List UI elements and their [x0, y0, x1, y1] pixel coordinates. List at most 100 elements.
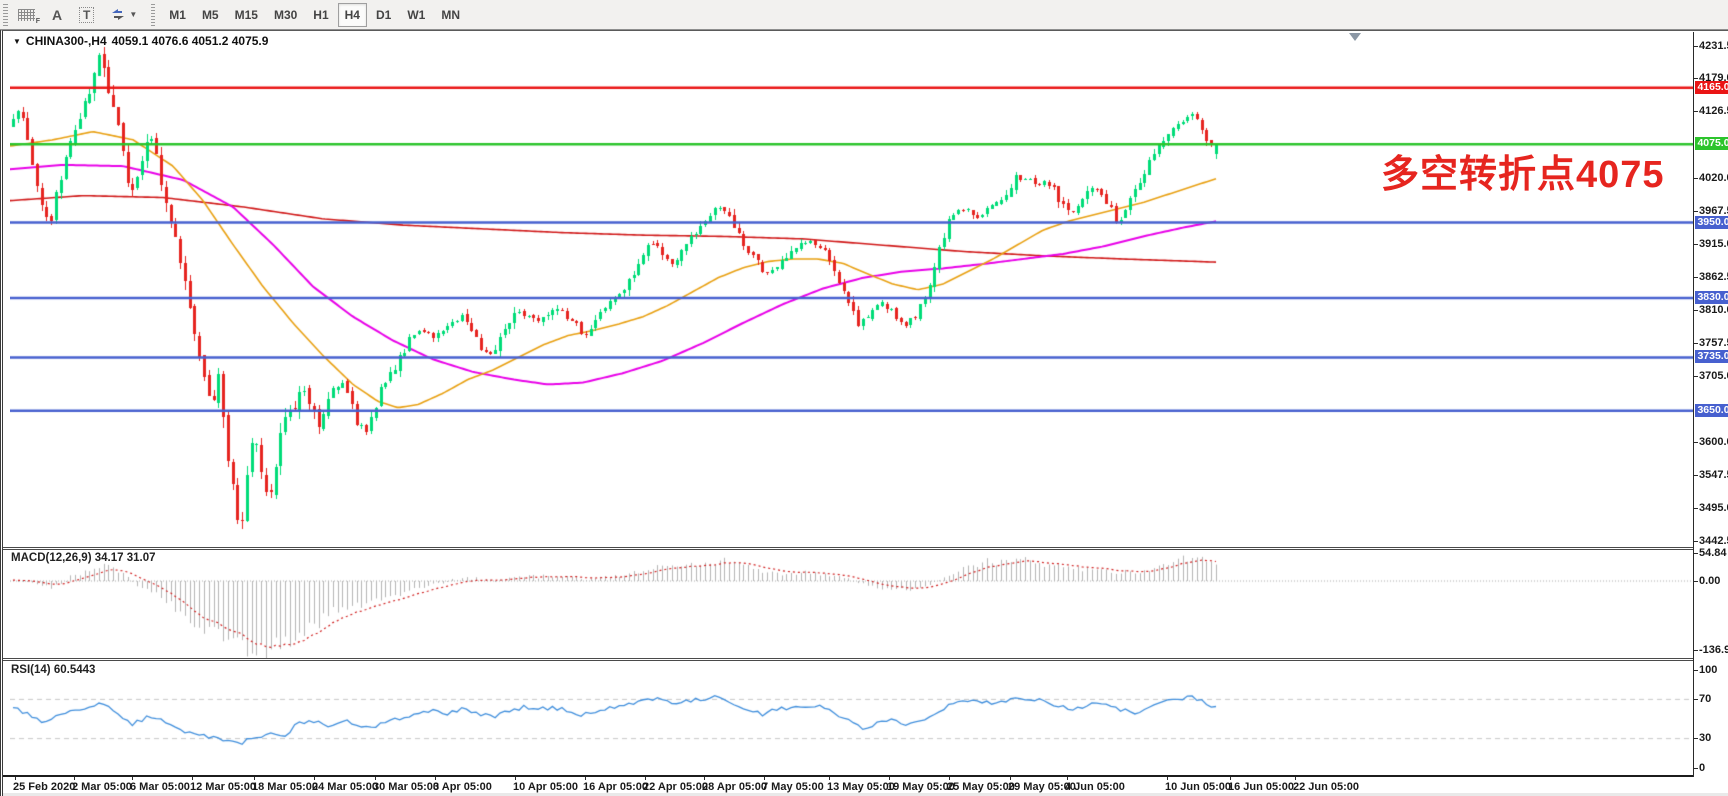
x-tick-label: 4 Jun 05:00 [1065, 781, 1125, 793]
dropdown-caret-icon[interactable]: ▼ [129, 10, 138, 19]
y-tick-label: 3915.0 [1699, 238, 1728, 250]
x-tick-label: 28 Apr 05:00 [702, 781, 768, 793]
x-tick-label: 16 Apr 05:00 [583, 781, 649, 793]
x-tick-label: 7 May 05:00 [762, 781, 824, 793]
rsi-tick-label: 0 [1699, 762, 1706, 774]
y-tick-label: 3757.5 [1699, 337, 1728, 349]
x-tick-label: 24 Mar 05:00 [312, 781, 379, 793]
y-tick-mark [1694, 508, 1698, 509]
y-tick-mark [1694, 343, 1698, 344]
arrange-objects-button[interactable]: ▼ [103, 3, 144, 27]
ohlc-values: 4059.1 4076.6 4051.2 4075.9 [111, 34, 269, 48]
x-tick-mark [645, 777, 646, 780]
y-tick-mark [1694, 475, 1698, 476]
chart-title: ▼ CHINA300-,H4 4059.1 4076.6 4051.2 4075… [13, 34, 268, 48]
x-tick-mark [829, 777, 830, 780]
panel-separator[interactable] [3, 658, 1694, 661]
y-tick-label: 3862.5 [1699, 271, 1728, 283]
x-tick-mark [889, 777, 890, 780]
boxed-t-icon: T [79, 6, 95, 23]
timeframe-button-m1[interactable]: M1 [169, 7, 186, 22]
timeframe-button-h4[interactable]: H4 [337, 2, 367, 27]
x-tick-mark [1010, 777, 1011, 780]
price-line-badge: 3950.0 [1695, 216, 1728, 229]
rsi-tick-mark [1694, 768, 1698, 769]
time-axis[interactable]: 25 Feb 2020 2 Mar 05:00 6 Mar 05:00 12 Mar … [3, 777, 1694, 796]
price-line-badge: 3735.0 [1695, 350, 1728, 363]
letter-a-icon: A [51, 6, 63, 23]
x-tick-mark [375, 777, 376, 780]
rsi-tick-label: 100 [1699, 664, 1718, 676]
x-tick-mark [1295, 777, 1296, 780]
x-tick-mark [15, 777, 16, 780]
macd-indicator-label: MACD(12,26,9) 34.17 31.07 [11, 552, 156, 564]
timeframe-button-mn[interactable]: MN [441, 7, 460, 22]
annotation-text[interactable]: 多空转折点4075 [1381, 154, 1665, 196]
x-tick-mark [192, 777, 193, 780]
rsi-indicator-label: RSI(14) 60.5443 [11, 664, 96, 676]
timeframe-button-h1[interactable]: H1 [313, 7, 329, 22]
text-label-button[interactable]: A [44, 3, 70, 27]
chart-shift-marker[interactable] [1349, 33, 1361, 41]
timeframe-button-group: M1 M5 M15 M30 H1 H4 D1 W1 MN [161, 2, 468, 27]
panel-separator[interactable] [3, 547, 1694, 550]
x-tick-mark [132, 777, 133, 780]
symbol-dropdown-icon[interactable]: ▼ [13, 36, 21, 46]
price-line-badge: 4075.0 [1695, 137, 1728, 150]
macd-tick-label: 54.84 [1699, 547, 1727, 559]
rsi-tick-mark [1694, 699, 1698, 700]
x-tick-label: 22 Apr 05:00 [643, 781, 709, 793]
macd-panel-canvas[interactable] [10, 550, 1693, 658]
x-tick-label: 16 Jun 05:00 [1228, 781, 1295, 793]
text-box-button[interactable]: T [72, 3, 101, 27]
x-tick-mark [949, 777, 950, 780]
x-tick-label: 6 Mar 05:00 [130, 781, 190, 793]
y-tick-label: 3810.0 [1699, 304, 1728, 316]
crosshair-grid-icon: F [18, 8, 40, 25]
x-tick-mark [254, 777, 255, 780]
y-tick-mark [1694, 111, 1698, 112]
x-tick-label: 12 Mar 05:00 [190, 781, 257, 793]
y-tick-mark [1694, 277, 1698, 278]
x-tick-mark [74, 777, 75, 780]
y-tick-mark [1694, 78, 1698, 79]
price-axis[interactable]: 4231.54179.04126.54020.03967.53915.03862… [1693, 32, 1728, 777]
price-chart-canvas[interactable] [10, 32, 1693, 547]
x-tick-mark [515, 777, 516, 780]
rsi-tick-mark [1694, 670, 1698, 671]
y-tick-label: 4126.5 [1699, 105, 1728, 117]
timeframe-button-w1[interactable]: W1 [407, 7, 426, 22]
x-tick-label: 25 Feb 2020 [13, 781, 76, 793]
x-tick-mark [1230, 777, 1231, 780]
y-tick-mark [1694, 442, 1698, 443]
crosshair-grid-button[interactable]: F [11, 3, 42, 27]
y-tick-mark [1694, 46, 1698, 47]
y-tick-label: 3495.0 [1699, 502, 1728, 514]
x-tick-label: 22 Jun 05:00 [1293, 781, 1360, 793]
x-tick-mark [585, 777, 586, 780]
timeframe-button-m15[interactable]: M15 [234, 7, 258, 22]
y-tick-label: 4020.0 [1699, 172, 1728, 184]
x-tick-mark [764, 777, 765, 780]
y-tick-mark [1694, 310, 1698, 311]
macd-tick-mark [1694, 553, 1698, 554]
chart-bottom-border [3, 775, 1694, 777]
macd-tick-label: -136.93 [1699, 644, 1728, 656]
rsi-tick-label: 70 [1699, 693, 1712, 705]
x-tick-label: 18 Mar 05:00 [252, 781, 319, 793]
price-line-badge: 3830.0 [1695, 291, 1728, 304]
x-tick-label: 25 May 05:00 [947, 781, 1015, 793]
diagonal-arrows-icon [112, 9, 125, 20]
timeframe-button-m30[interactable]: M30 [273, 7, 298, 22]
y-tick-label: 3442.5 [1699, 535, 1728, 547]
timeframe-button-m5[interactable]: M5 [201, 7, 219, 22]
timeframe-button-d1[interactable]: D1 [375, 7, 392, 22]
rsi-panel-canvas[interactable] [10, 662, 1693, 775]
toolbar-drag-handle[interactable] [2, 3, 10, 26]
x-tick-label: 30 Mar 05:00 [373, 781, 440, 793]
rsi-tick-label: 30 [1699, 732, 1712, 744]
y-tick-label: 4231.5 [1699, 40, 1728, 52]
x-tick-label: 10 Apr 05:00 [513, 781, 579, 793]
y-tick-label: 3600.0 [1699, 436, 1728, 448]
